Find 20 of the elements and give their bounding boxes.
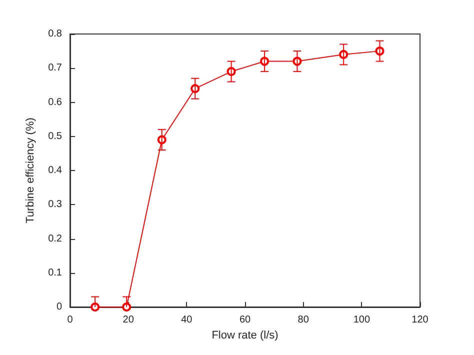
point [122, 302, 132, 312]
y-axis-title: Turbine efficiency (%) [24, 118, 36, 224]
x-tick-label: 40 [181, 314, 193, 326]
x-tick-label: 20 [122, 314, 134, 326]
y-tick-label: 0.1 [48, 267, 62, 278]
y-tick-label: 0.5 [48, 130, 62, 142]
y-tick-label: 0.6 [48, 96, 62, 108]
x-tick-label: 80 [298, 314, 310, 326]
y-tick-label: 0.8 [48, 28, 62, 40]
x-tick-label: 60 [239, 314, 251, 326]
x-axis-title: Flow rate (l/s) [212, 329, 278, 342]
y-tick-label: 0.3 [48, 199, 62, 210]
x-tick-label: 120 [412, 314, 429, 326]
x-tick-label: 100 [353, 314, 370, 326]
y-tick-label: 0.4 [48, 165, 62, 176]
x-tick-label: 0 [67, 314, 74, 326]
y-tick-label: 0 [56, 302, 62, 312]
y-tick-label: 0.7 [48, 62, 62, 74]
point [90, 302, 100, 312]
y-tick-label: 0.2 [48, 233, 62, 244]
